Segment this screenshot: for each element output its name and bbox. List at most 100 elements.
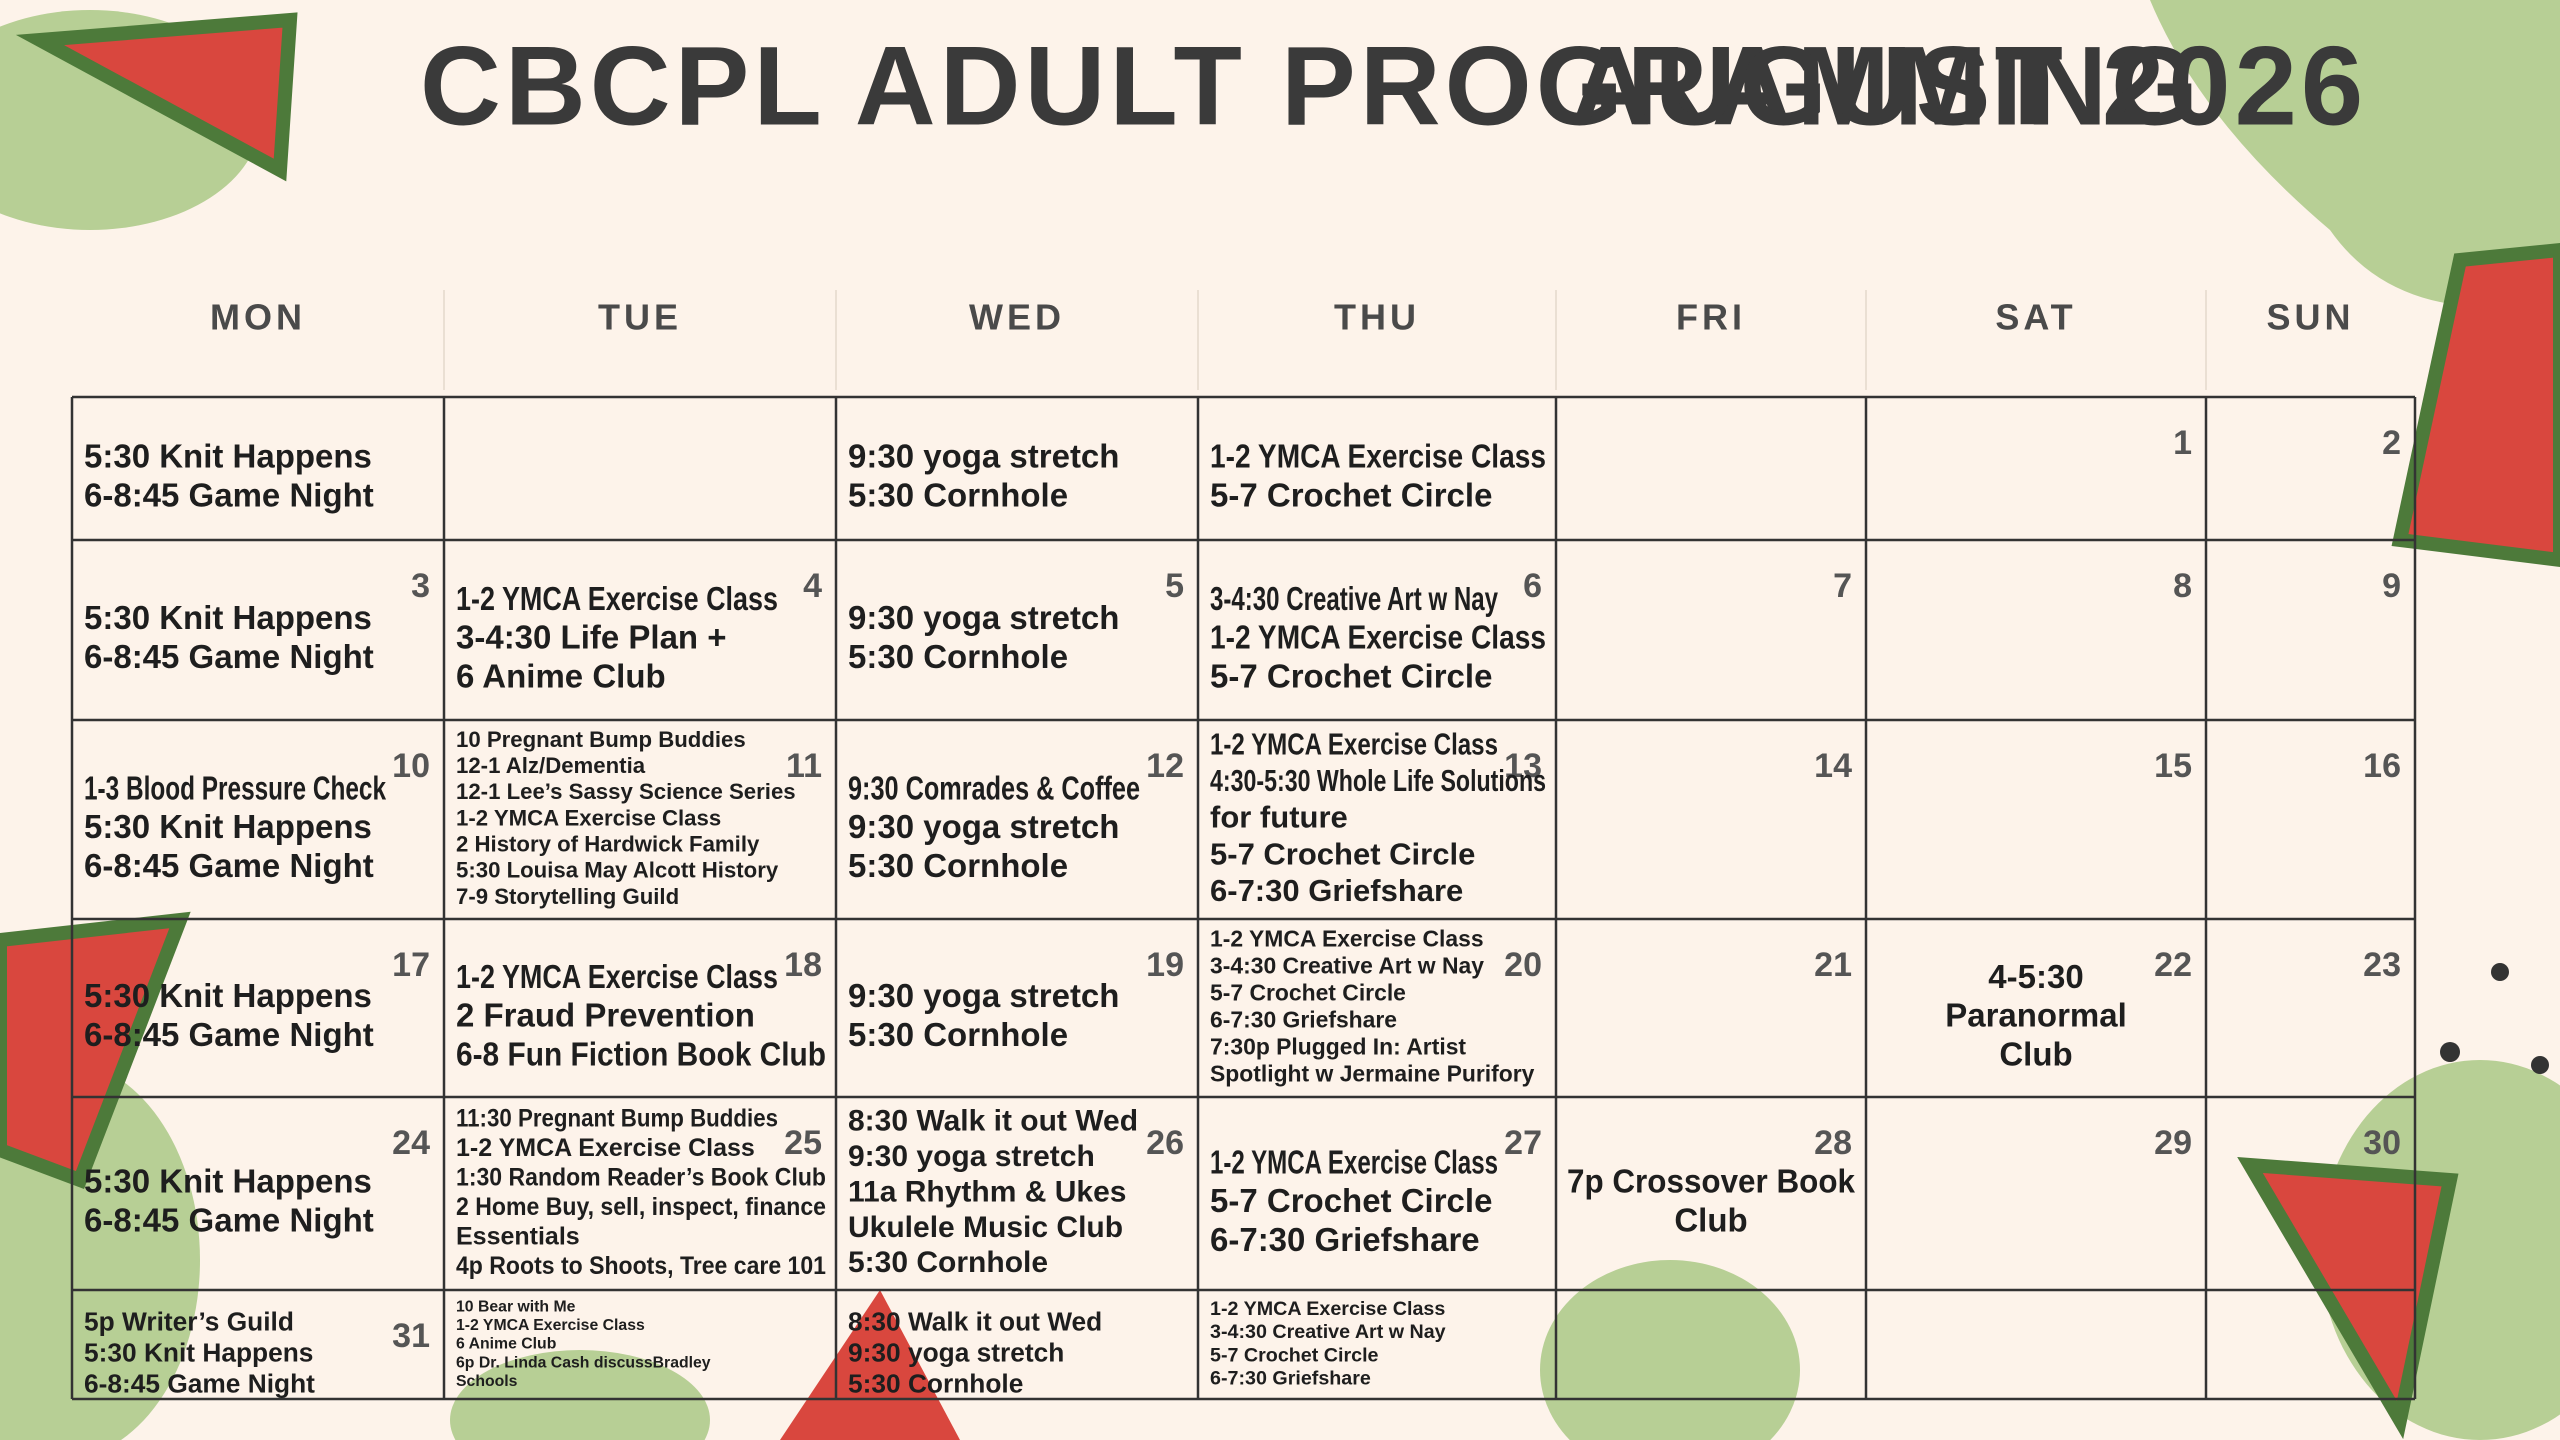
watermelon — [780, 1290, 960, 1440]
seed-dot — [2440, 1042, 2460, 1062]
event-text: 6-7:30 Griefshare — [1210, 873, 1463, 908]
event-text: 4-5:30 — [1988, 958, 2083, 995]
weekday-label: FRI — [1676, 297, 1746, 338]
event-text: 5:30 Cornhole — [848, 1246, 1048, 1279]
title: CBCPL ADULT PROGRAMMING — [420, 24, 2202, 149]
event-text: 2 Fraud Prevention — [456, 997, 755, 1034]
event-text: 4p Roots to Shoots, Tree care 101 — [456, 1252, 826, 1280]
event-text: 6-8:45 Game Night — [84, 477, 374, 514]
day-number: 4 — [803, 567, 822, 605]
blob — [1540, 1260, 1800, 1440]
event-text: 6-8:45 Game Night — [84, 1202, 374, 1239]
day-number: 20 — [1504, 946, 1542, 984]
day-number: 22 — [2154, 946, 2192, 984]
day-number: 5 — [1165, 567, 1184, 605]
event-text: 1-2 YMCA Exercise Class — [1210, 619, 1546, 656]
event-text: 5:30 Cornhole — [848, 638, 1068, 675]
day-number: 1 — [2173, 424, 2192, 462]
event-text: 6-7:30 Griefshare — [1210, 1221, 1480, 1258]
event-text: 11:30 Pregnant Bump Buddies — [456, 1104, 778, 1132]
event-text: 3-4:30 Creative Art w Nay — [1210, 1321, 1446, 1343]
event-text: 12-1 Lee’s Sassy Science Series — [456, 779, 796, 804]
day-number: 27 — [1504, 1124, 1542, 1162]
event-text: 1-2 YMCA Exercise Class — [456, 958, 778, 995]
event-text: 5:30 Knit Happens — [84, 1163, 372, 1200]
event-text: 5-7 Crochet Circle — [1210, 1182, 1492, 1219]
event-text: 6-7:30 Griefshare — [1210, 1007, 1397, 1033]
event-text: 8:30 Walk it out Wed — [848, 1306, 1102, 1336]
day-number: 21 — [1814, 946, 1852, 984]
event-text: 4:30-5:30 Whole Life Solutions — [1210, 763, 1546, 798]
day-number: 29 — [2154, 1124, 2192, 1162]
watermelon — [15, 12, 298, 182]
weekday-label: SUN — [2266, 297, 2354, 338]
event-text: 9:30 yoga stretch — [848, 599, 1119, 636]
day-number: 11 — [786, 747, 822, 785]
event-text: 1-2 YMCA Exercise Class — [456, 805, 721, 830]
day-number: 13 — [1504, 747, 1542, 785]
event-text: 7p Crossover Book — [1567, 1163, 1856, 1200]
event-text: 5:30 Cornhole — [848, 1016, 1068, 1053]
event-text: 2 History of Hardwick Family — [456, 832, 760, 857]
event-text: 5-7 Crochet Circle — [1210, 836, 1475, 871]
event-text: 1-2 YMCA Exercise Class — [1210, 438, 1546, 475]
event-text: 6 Anime Club — [456, 1336, 556, 1353]
event-text: 9:30 yoga stretch — [848, 808, 1119, 845]
weekday-label: WED — [969, 297, 1065, 338]
event-text: 1-2 YMCA Exercise Class — [1210, 1143, 1498, 1180]
day-number: 9 — [2382, 567, 2401, 605]
event-text: 6-8:45 Game Night — [84, 847, 374, 884]
event-text: 6p Dr. Linda Cash discussBradley — [456, 1354, 711, 1371]
event-text: 5-7 Crochet Circle — [1210, 980, 1406, 1006]
event-text: 3-4:30 Creative Art w Nay — [1210, 953, 1484, 979]
event-text: 6-8:45 Game Night — [84, 1016, 374, 1053]
weekday-label: SAT — [1995, 297, 2076, 338]
event-text: 10 Bear with Me — [456, 1298, 576, 1315]
event-text: 5:30 Cornhole — [848, 477, 1068, 514]
event-text: 9:30 yoga stretch — [848, 1140, 1095, 1173]
event-text: Club — [1999, 1036, 2072, 1073]
blob — [2150, 0, 2560, 307]
watermelon — [2237, 1157, 2459, 1440]
day-number: 23 — [2363, 946, 2401, 984]
day-number: 16 — [2363, 747, 2401, 785]
day-number: 24 — [392, 1124, 430, 1162]
event-text: 5:30 Knit Happens — [84, 1337, 313, 1367]
day-number: 26 — [1146, 1124, 1184, 1162]
event-text: Ukulele Music Club — [848, 1211, 1123, 1244]
event-text: 1-2 YMCA Exercise Class — [1210, 926, 1484, 952]
event-text: 1-2 YMCA Exercise Class — [456, 580, 778, 617]
event-text: 1-2 YMCA Exercise Class — [456, 1134, 755, 1162]
event-text: 5-7 Crochet Circle — [1210, 477, 1492, 514]
event-text: 5:30 Knit Happens — [84, 977, 372, 1014]
day-number: 12 — [1146, 747, 1184, 785]
watermelon — [0, 911, 191, 1189]
event-text: 7:30p Plugged In: Artist — [1210, 1034, 1466, 1060]
event-text: 2 Home Buy, sell, inspect, finance — [456, 1193, 826, 1221]
event-text: 6 Anime Club — [456, 658, 666, 695]
day-number: 14 — [1814, 747, 1852, 785]
event-text: 9:30 yoga stretch — [848, 438, 1119, 475]
day-number: 7 — [1833, 567, 1852, 605]
event-text: 6-8:45 Game Night — [84, 638, 374, 675]
event-text: 1-2 YMCA Exercise Class — [1210, 1298, 1445, 1320]
month: AUGUST 2026 — [1570, 24, 2367, 149]
day-number: 3 — [411, 567, 430, 605]
event-text: 5:30 Cornhole — [848, 1368, 1023, 1398]
weekday-label: MON — [210, 297, 306, 338]
day-number: 19 — [1146, 946, 1184, 984]
day-number: 18 — [784, 946, 822, 984]
event-text: 5-7 Crochet Circle — [1210, 1344, 1379, 1366]
event-text: 3-4:30 Life Plan + — [456, 619, 727, 656]
day-number: 30 — [2363, 1124, 2401, 1162]
event-text: 5:30 Louisa May Alcott History — [456, 858, 779, 883]
event-text: 3-4:30 Creative Art w Nay — [1210, 580, 1498, 617]
event-text: 5-7 Crochet Circle — [1210, 658, 1492, 695]
event-text: Essentials — [456, 1222, 580, 1250]
event-text: 6-7:30 Griefshare — [1210, 1368, 1371, 1390]
event-text: 8:30 Walk it out Wed — [848, 1105, 1138, 1138]
event-text: 11a Rhythm & Ukes — [848, 1175, 1126, 1208]
